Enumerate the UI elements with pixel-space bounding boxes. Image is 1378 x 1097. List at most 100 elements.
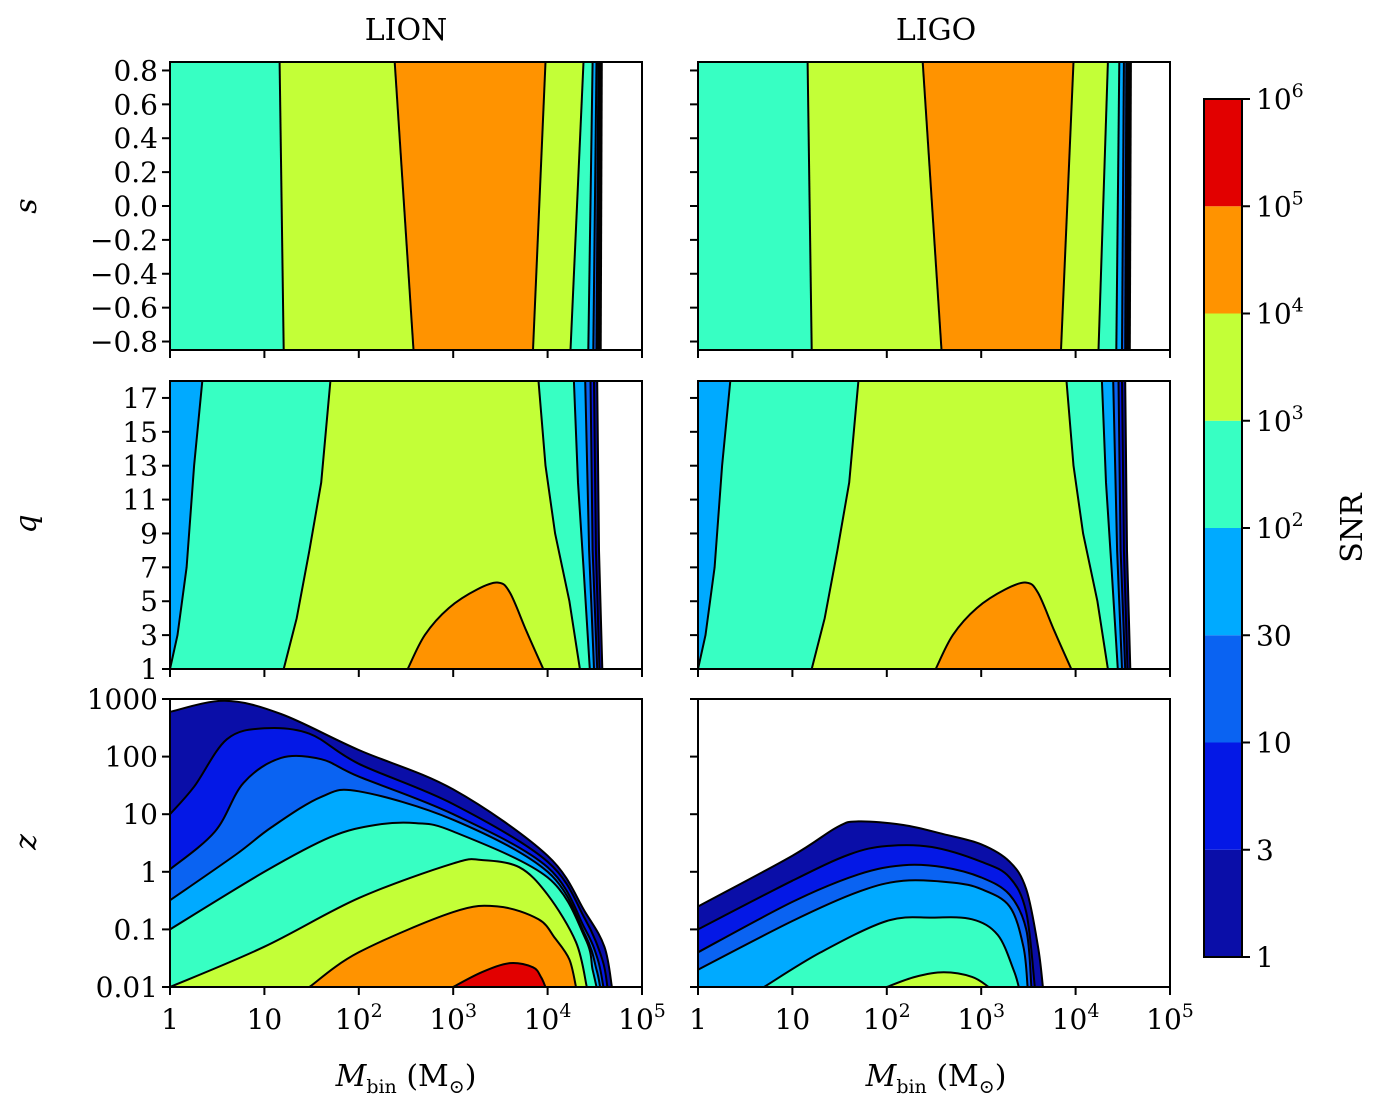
- panel-ligo-q: [690, 380, 1171, 677]
- contour-lines: [170, 699, 613, 987]
- colorbar-label: SNR: [1335, 492, 1370, 563]
- x-tick-label: 103: [429, 1000, 477, 1036]
- contour-fills: [170, 700, 612, 987]
- contour-region: [538, 381, 590, 669]
- colorbar-tick-label: 103: [1256, 402, 1304, 438]
- contour-line: [1121, 381, 1129, 669]
- contour-line: [572, 381, 591, 669]
- contour-fills: [698, 821, 1043, 987]
- y-tick-label: 5: [140, 585, 158, 618]
- x-tick-label: 1: [161, 1003, 179, 1036]
- ylabel-s: s: [9, 198, 44, 213]
- colorbar-band: [1204, 742, 1242, 850]
- x-tick-label: 1: [689, 1003, 707, 1036]
- y-tick-label: 17: [122, 382, 158, 415]
- contour-region: [698, 62, 812, 350]
- contour-line: [170, 754, 605, 987]
- contour-region: [170, 381, 331, 669]
- contour-line: [393, 62, 415, 350]
- colorbar-band: [1204, 313, 1242, 421]
- contour-line: [278, 62, 285, 350]
- contour-fills: [698, 381, 1131, 669]
- ylabel-q: q: [9, 514, 44, 533]
- y-tick-label: 7: [140, 551, 158, 584]
- contour-line: [170, 381, 204, 669]
- colorbar-tick-label: 104: [1256, 295, 1304, 331]
- contour-line: [698, 820, 1044, 987]
- x-tick-label: 104: [1052, 1000, 1100, 1036]
- contour-line: [308, 904, 577, 987]
- panel-lion-z: 1 10 102 103 104 105 1000 100 10 1 0.1 0.01: [87, 683, 666, 1036]
- panel-lion-s: 0.80.60.40.20.0−0.2−0.4−0.6−0.8: [90, 54, 643, 359]
- y-tick-label: −0.2: [90, 224, 158, 257]
- colorbar-tick-label: 105: [1256, 187, 1304, 223]
- y-tick-label: −0.8: [90, 326, 158, 359]
- row-label-z: z: [9, 834, 44, 851]
- contour-line: [1097, 62, 1109, 350]
- contour-region: [886, 972, 989, 987]
- y-tick-label: 0.8: [113, 54, 158, 87]
- contour-lines: [806, 62, 1132, 350]
- colorbar-band: [1204, 206, 1242, 314]
- x-tick-label: 10: [247, 1003, 283, 1036]
- y-tick-label: 0.1: [113, 913, 158, 946]
- panel-ligo-z: 1 10 102 103 104 105: [689, 698, 1194, 1036]
- panel-frame: [169, 698, 643, 988]
- contour-region: [533, 62, 584, 350]
- y-tick-label: 10: [122, 798, 158, 831]
- contour-line: [763, 916, 1020, 987]
- contour-line: [595, 62, 600, 350]
- contour-line: [597, 62, 601, 350]
- contour-region: [698, 381, 731, 669]
- x-tick-label: 105: [1146, 1000, 1194, 1036]
- contour-lines: [278, 62, 603, 350]
- contour-line: [170, 821, 598, 987]
- x-tick-label: 105: [618, 1000, 666, 1036]
- contour-region: [279, 62, 414, 350]
- contour-line: [569, 62, 585, 350]
- contour-region: [573, 381, 594, 669]
- contour-line: [592, 62, 598, 350]
- x-tick-label: 102: [863, 1000, 911, 1036]
- contour-line: [1124, 381, 1132, 669]
- contour-line: [698, 863, 1033, 987]
- contour-line: [532, 62, 547, 350]
- y-tick-label: 0.0: [113, 190, 158, 223]
- contour-region: [764, 917, 1019, 987]
- contour-region: [1061, 62, 1108, 350]
- contour-line: [1060, 62, 1075, 350]
- y-tick-label: 1: [140, 856, 158, 889]
- x-tick-label: 102: [335, 1000, 383, 1036]
- y-tick-label: 0.2: [113, 156, 158, 189]
- contour-line: [1065, 381, 1109, 669]
- contour-line: [1112, 381, 1123, 669]
- x-tick-label: 103: [957, 1000, 1005, 1036]
- contour-line: [596, 381, 604, 669]
- y-tick-label: 0.4: [113, 122, 158, 155]
- contour-line: [170, 788, 602, 987]
- contour-line: [1127, 62, 1131, 350]
- contour-line: [170, 726, 609, 987]
- contour-region: [394, 62, 546, 350]
- x-tick-label: 104: [524, 1000, 572, 1036]
- contour-line: [406, 581, 545, 669]
- y-tick-label: 15: [122, 416, 158, 449]
- colorbar-tick-label: 106: [1256, 80, 1304, 116]
- row-label-q: q: [9, 514, 44, 533]
- contour-line: [1128, 62, 1132, 350]
- contour-lines: [170, 381, 604, 669]
- column-title-ligo: LIGO: [896, 13, 976, 48]
- contour-line: [593, 381, 601, 669]
- contour-line: [452, 961, 547, 987]
- panel-frame: [697, 380, 1171, 670]
- colorbar-band: [1204, 635, 1242, 743]
- contour-line: [537, 381, 581, 669]
- colorbar-label-group: SNR: [1335, 492, 1370, 563]
- panel-frame: [697, 698, 1171, 988]
- column-title-lion: LION: [365, 13, 448, 48]
- contour-line: [886, 971, 990, 987]
- contour-fills: [698, 62, 1131, 350]
- contour-region: [1101, 381, 1122, 669]
- contour-line: [698, 844, 1036, 987]
